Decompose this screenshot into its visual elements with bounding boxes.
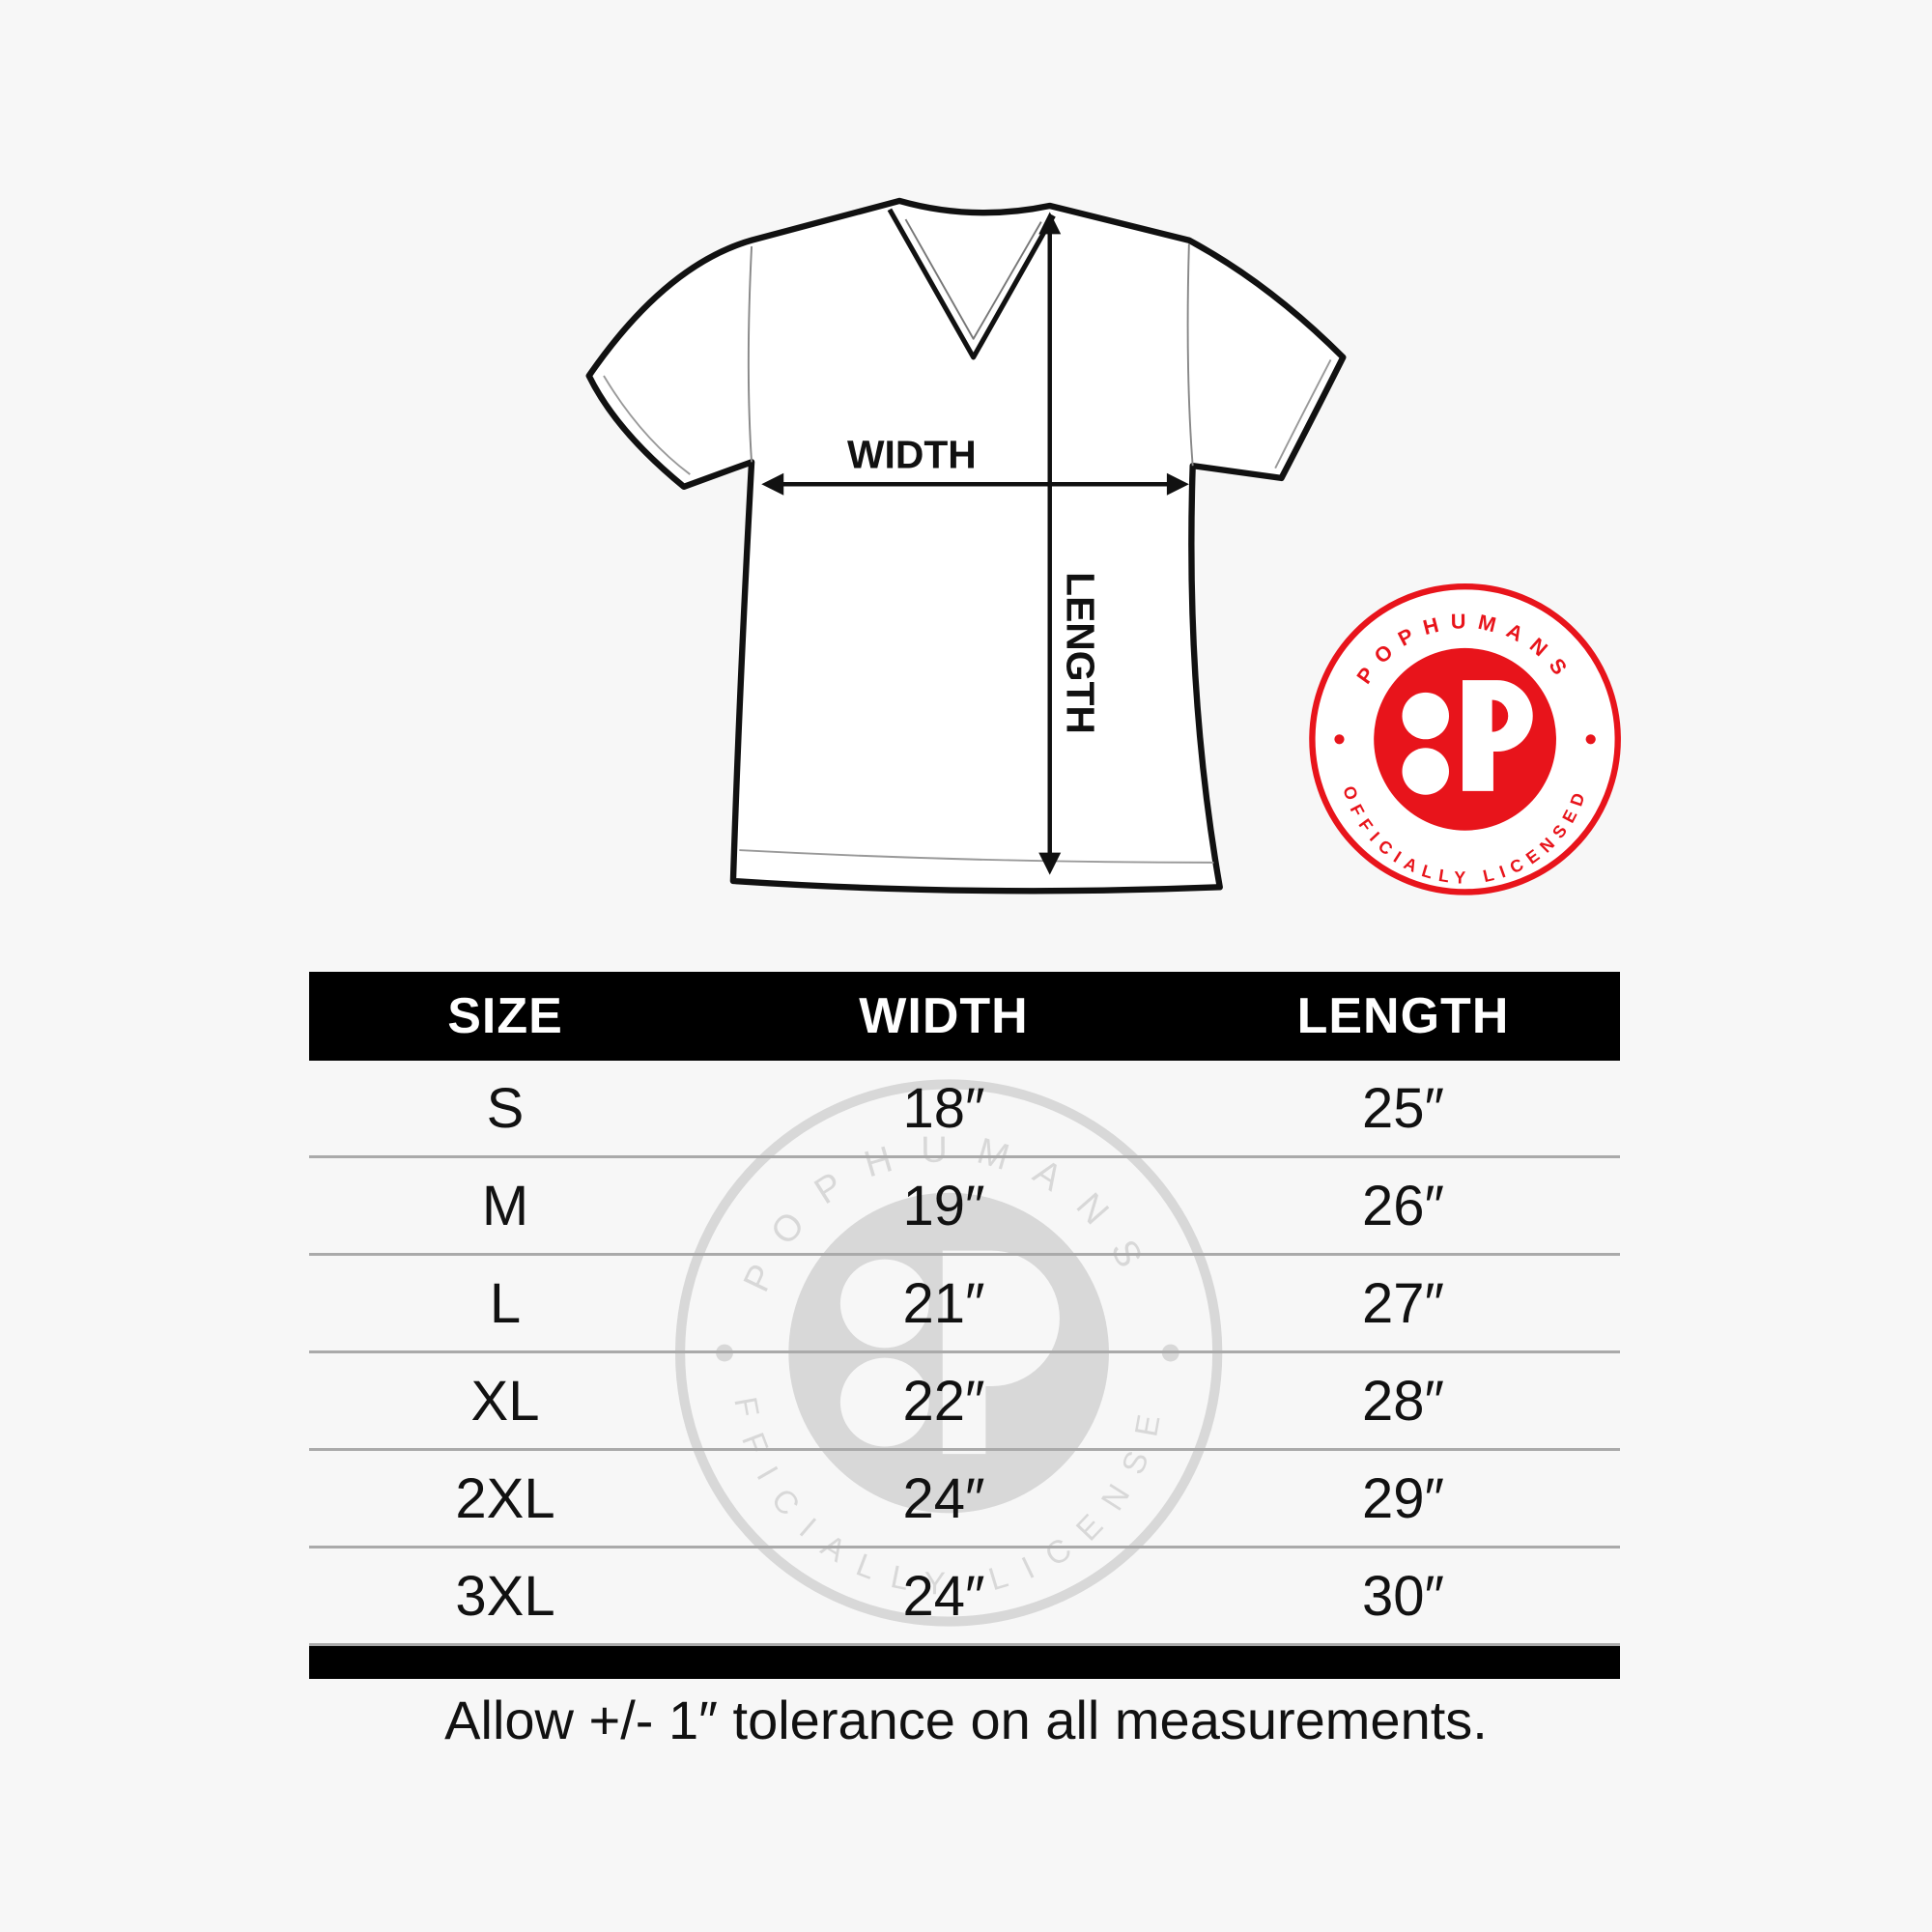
table-header: SIZE WIDTH LENGTH bbox=[309, 972, 1620, 1061]
measurement-arrows bbox=[761, 212, 1189, 875]
header-size: SIZE bbox=[447, 988, 563, 1044]
size-cell: S bbox=[486, 1076, 525, 1140]
length-cell: 29″ bbox=[1361, 1466, 1445, 1530]
width-cell: 24″ bbox=[902, 1466, 985, 1530]
table-row: L 21″ 27″ bbox=[309, 1256, 1620, 1353]
officially-licensed-badge: POPHUMANS OFFICIALLY LICENSED bbox=[1309, 582, 1621, 895]
header-width: WIDTH bbox=[859, 988, 1029, 1044]
length-cell: 27″ bbox=[1361, 1271, 1445, 1335]
tshirt-diagram bbox=[585, 197, 1347, 895]
length-label: LENGTH bbox=[1059, 572, 1103, 734]
size-cell: L bbox=[489, 1271, 522, 1335]
table-row: M 19″ 26″ bbox=[309, 1158, 1620, 1256]
size-cell: 2XL bbox=[455, 1466, 555, 1530]
header-length: LENGTH bbox=[1296, 988, 1510, 1044]
width-cell: 18″ bbox=[902, 1076, 985, 1140]
tolerance-note: Allow +/- 1″ tolerance on all measuremen… bbox=[444, 1690, 1488, 1750]
table-row: S 18″ 25″ bbox=[309, 1061, 1620, 1158]
width-cell: 21″ bbox=[902, 1271, 985, 1335]
length-cell: 28″ bbox=[1361, 1369, 1445, 1433]
table-row: XL 22″ 28″ bbox=[309, 1353, 1620, 1451]
width-cell: 24″ bbox=[902, 1564, 985, 1628]
width-label: WIDTH bbox=[847, 433, 977, 477]
size-cell: XL bbox=[470, 1369, 540, 1433]
width-cell: 22″ bbox=[902, 1369, 985, 1433]
size-cell: M bbox=[481, 1174, 529, 1237]
table-row: 3XL 24″ 30″ bbox=[309, 1548, 1620, 1646]
size-cell: 3XL bbox=[455, 1564, 555, 1628]
size-chart-table: SIZE WIDTH LENGTH S 18″ 25″ M 19″ 26″ L 21″ 27… bbox=[309, 972, 1620, 1679]
table-row: 2XL 24″ 29″ bbox=[309, 1451, 1620, 1548]
length-cell: 26″ bbox=[1361, 1174, 1445, 1237]
length-cell: 25″ bbox=[1361, 1076, 1445, 1140]
table-footer-bar bbox=[309, 1646, 1620, 1679]
width-cell: 19″ bbox=[902, 1174, 985, 1237]
length-cell: 30″ bbox=[1361, 1564, 1445, 1628]
